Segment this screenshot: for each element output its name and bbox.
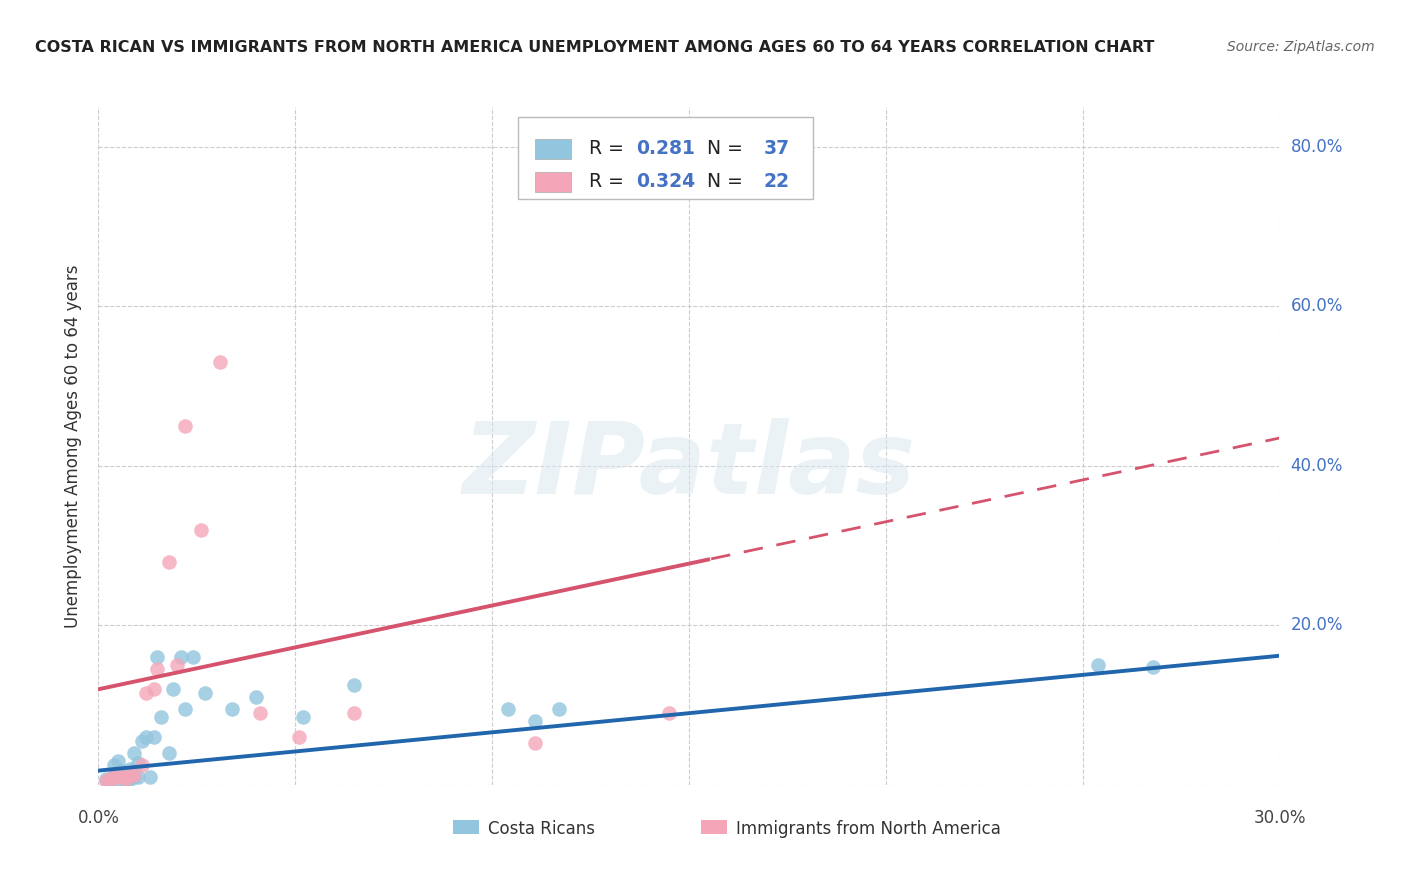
Text: Costa Ricans: Costa Ricans	[488, 820, 595, 838]
Text: Source: ZipAtlas.com: Source: ZipAtlas.com	[1227, 40, 1375, 54]
Point	[142, 730, 165, 744]
Point	[103, 768, 125, 782]
Point	[135, 730, 157, 744]
Point	[131, 734, 153, 748]
Text: 40.0%: 40.0%	[1291, 457, 1343, 475]
Text: Immigrants from North America: Immigrants from North America	[737, 820, 1001, 838]
Point	[146, 662, 169, 676]
Text: R =: R =	[589, 172, 630, 191]
Point	[524, 714, 547, 728]
Point	[138, 770, 160, 784]
Point	[1087, 658, 1109, 673]
Point	[496, 702, 519, 716]
Point	[122, 770, 145, 784]
Text: 60.0%: 60.0%	[1291, 297, 1343, 316]
Y-axis label: Unemployment Among Ages 60 to 64 years: Unemployment Among Ages 60 to 64 years	[65, 264, 83, 628]
Point	[150, 710, 173, 724]
Point	[142, 682, 165, 697]
Point	[292, 710, 315, 724]
Point	[658, 706, 681, 721]
Point	[118, 772, 141, 786]
Point	[96, 774, 118, 789]
Point	[118, 768, 141, 782]
Point	[111, 770, 134, 784]
Point	[249, 706, 271, 721]
Point	[174, 702, 197, 716]
Point	[103, 770, 125, 784]
Text: N =: N =	[695, 139, 749, 159]
Point	[343, 678, 366, 692]
Point	[1142, 660, 1164, 674]
Point	[157, 555, 180, 569]
Point	[190, 523, 212, 537]
Point	[209, 355, 232, 369]
Point	[107, 754, 129, 768]
Text: 37: 37	[763, 139, 790, 159]
Bar	[453, 821, 478, 834]
Bar	[536, 139, 571, 159]
Text: 22: 22	[763, 172, 789, 191]
Point	[115, 772, 138, 786]
Point	[115, 766, 138, 780]
Point	[548, 702, 571, 716]
Point	[245, 690, 267, 705]
Point	[170, 650, 193, 665]
Point	[181, 650, 204, 665]
Text: COSTA RICAN VS IMMIGRANTS FROM NORTH AMERICA UNEMPLOYMENT AMONG AGES 60 TO 64 YE: COSTA RICAN VS IMMIGRANTS FROM NORTH AME…	[35, 40, 1154, 55]
Point	[107, 770, 129, 784]
Text: ZIPatlas: ZIPatlas	[463, 417, 915, 515]
Point	[107, 772, 129, 786]
Point	[135, 686, 157, 700]
Text: R =: R =	[589, 139, 630, 159]
Text: 20.0%: 20.0%	[1291, 616, 1343, 634]
FancyBboxPatch shape	[517, 117, 813, 199]
Point	[221, 702, 243, 716]
Point	[166, 658, 188, 673]
Point	[131, 758, 153, 772]
Point	[174, 419, 197, 434]
Point	[103, 758, 125, 772]
Text: 30.0%: 30.0%	[1253, 809, 1306, 827]
Text: N =: N =	[695, 172, 749, 191]
Point	[162, 682, 184, 697]
Text: 0.324: 0.324	[636, 172, 695, 191]
Text: 0.281: 0.281	[636, 139, 695, 159]
Point	[111, 770, 134, 784]
Point	[127, 756, 149, 770]
Point	[115, 774, 138, 789]
Point	[343, 706, 366, 721]
Bar	[536, 171, 571, 192]
Text: 0.0%: 0.0%	[77, 809, 120, 827]
Point	[122, 746, 145, 760]
Point	[194, 686, 217, 700]
Bar	[700, 821, 727, 834]
Text: 80.0%: 80.0%	[1291, 138, 1343, 156]
Point	[122, 768, 145, 782]
Point	[524, 737, 547, 751]
Point	[98, 774, 121, 789]
Point	[288, 730, 311, 744]
Point	[118, 762, 141, 776]
Point	[111, 764, 134, 778]
Point	[96, 772, 118, 786]
Point	[98, 772, 121, 786]
Point	[157, 746, 180, 760]
Point	[127, 770, 149, 784]
Point	[146, 650, 169, 665]
